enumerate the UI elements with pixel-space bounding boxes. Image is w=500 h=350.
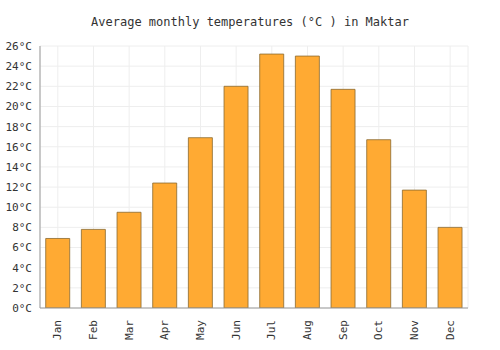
svg-text:14°C: 14°C <box>8 161 32 174</box>
svg-text:Sep: Sep <box>337 320 350 340</box>
svg-text:Feb: Feb <box>87 320 100 340</box>
svg-text:Mar: Mar <box>123 320 136 340</box>
svg-text:May: May <box>194 320 207 340</box>
svg-text:24°C: 24°C <box>8 60 32 73</box>
svg-text:4°C: 4°C <box>12 262 32 275</box>
svg-text:18°C: 18°C <box>8 121 32 134</box>
svg-text:10°C: 10°C <box>8 201 32 214</box>
svg-text:2°C: 2°C <box>12 282 32 295</box>
svg-text:6°C: 6°C <box>12 241 32 254</box>
svg-text:20°C: 20°C <box>8 100 32 113</box>
svg-text:22°C: 22°C <box>8 80 32 93</box>
svg-text:0°C: 0°C <box>12 302 32 315</box>
html-text:Average monthly temperatures (: Average monthly temperatures (°C ) in Ma… <box>91 15 409 29</box>
svg-text:Apr: Apr <box>158 320 171 340</box>
svg-text:Oct: Oct <box>372 320 385 340</box>
svg-text:Dec: Dec <box>444 320 457 340</box>
svg-text:16°C: 16°C <box>8 141 32 154</box>
svg-text:26°C: 26°C <box>8 40 32 53</box>
svg-text:12°C: 12°C <box>8 181 32 194</box>
svg-text:8°C: 8°C <box>12 221 32 234</box>
svg-text:Nov: Nov <box>408 320 421 340</box>
svg-text:Jan: Jan <box>51 320 64 340</box>
svg-text:Aug: Aug <box>301 320 314 340</box>
svg-text:Jul: Jul <box>265 320 278 340</box>
svg-text:Jun: Jun <box>230 320 243 340</box>
